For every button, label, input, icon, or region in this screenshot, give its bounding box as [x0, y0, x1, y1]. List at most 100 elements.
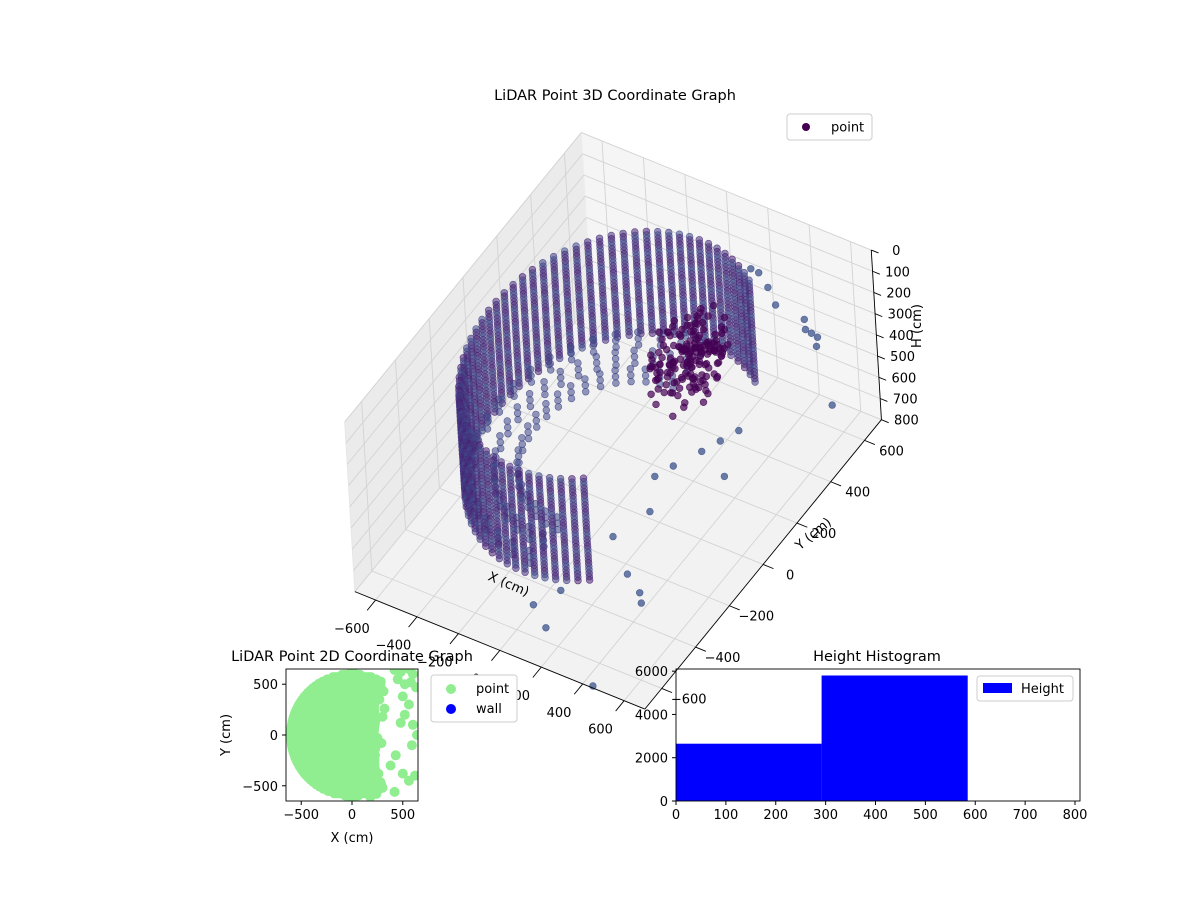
- point-3d: [514, 446, 522, 454]
- point-3d: [542, 412, 551, 421]
- histogram-y-tick-label: 4000: [635, 708, 668, 723]
- grid-h-back: [581, 132, 872, 251]
- point-3d: [611, 348, 619, 357]
- h-tick-label-3d: 400: [889, 329, 914, 344]
- point-3d: [692, 356, 700, 365]
- point-3d: [521, 568, 529, 576]
- point-3d: [812, 342, 821, 351]
- point-3d: [556, 374, 565, 382]
- point-3d: [754, 269, 763, 277]
- legend-hist-label: Height: [1021, 682, 1064, 697]
- point-3d: [646, 507, 654, 516]
- point-3d: [717, 323, 726, 331]
- legend-hist: Height: [976, 675, 1074, 702]
- point-3d: [735, 426, 743, 435]
- point-2d: [390, 750, 401, 761]
- point-3d: [715, 344, 724, 352]
- point-2d: [369, 775, 380, 786]
- point-3d: [546, 353, 554, 361]
- point-3d: [581, 388, 590, 396]
- point-3d: [637, 599, 645, 607]
- point-3d: [609, 532, 617, 541]
- legend-2d-wall-label: wall: [476, 702, 502, 717]
- point-3d: [662, 345, 671, 354]
- point-2d: [399, 709, 410, 720]
- grid-y-floor: [473, 446, 764, 565]
- point-3d: [647, 390, 655, 398]
- point-3d: [631, 359, 639, 367]
- point-3d: [574, 372, 583, 380]
- point-3d: [611, 337, 620, 345]
- grid-h-left: [346, 174, 585, 465]
- point-3d: [828, 401, 836, 409]
- point-3d: [518, 440, 526, 448]
- 3d-axes: −600 −400 −200 0 200 400 600 −600 −400 −200 0 200 40…: [334, 244, 919, 738]
- histogram-bar: [676, 743, 822, 801]
- point-3d: [626, 365, 635, 373]
- point-3d: [701, 361, 709, 369]
- point-3d: [488, 548, 496, 557]
- point-3d: [496, 438, 504, 446]
- y-tick-label-3d: 0: [786, 568, 794, 583]
- point-3d: [654, 385, 662, 393]
- point-3d: [592, 352, 600, 361]
- point-3d: [567, 349, 575, 358]
- grid-h-back: [582, 153, 873, 272]
- point-3d: [611, 373, 620, 381]
- point-3d: [720, 472, 729, 481]
- x-axis-label-2d: X (cm): [331, 831, 374, 846]
- point-3d: [630, 346, 638, 355]
- point-3d: [542, 400, 550, 408]
- point-3d: [601, 336, 610, 344]
- point-3d: [634, 334, 642, 343]
- point-3d: [704, 312, 712, 320]
- point-3d: [553, 390, 562, 398]
- legend-hist-frame: [976, 675, 1074, 702]
- point-3d: [527, 372, 535, 380]
- h-tick-label-3d: 0: [892, 244, 900, 259]
- x-tick-label-2d: 0: [348, 808, 356, 823]
- point-3d: [482, 542, 490, 550]
- h-tick-3d: [874, 313, 883, 318]
- point-3d: [696, 377, 705, 386]
- point-2d: [377, 782, 388, 793]
- point-3d: [651, 472, 659, 481]
- point-3d: [677, 373, 686, 382]
- point-3d: [625, 331, 633, 339]
- point-2d: [410, 770, 418, 781]
- point-3d: [704, 389, 712, 398]
- point-3d: [634, 328, 642, 336]
- point-2d: [397, 768, 408, 779]
- point-3d: [504, 430, 512, 438]
- grid-y-floor: [540, 363, 831, 483]
- point-3d: [534, 367, 543, 376]
- point-3d: [532, 410, 540, 419]
- legend-hist-swatch: [983, 683, 1012, 693]
- point-3d: [596, 382, 605, 391]
- point-3d: [581, 375, 589, 383]
- h-tick-3d: [873, 292, 882, 296]
- point-3d: [710, 370, 718, 378]
- point-3d: [646, 365, 654, 373]
- point-3d: [655, 328, 663, 336]
- point-3d: [506, 390, 515, 399]
- point-3d: [589, 335, 597, 344]
- point-3d: [679, 361, 688, 369]
- point-3d: [694, 314, 702, 323]
- grid-h-left: [344, 132, 582, 423]
- point-2d: [406, 740, 417, 751]
- point-2d: [355, 669, 365, 680]
- x-tick-label-3d: 600: [588, 723, 613, 738]
- legend-3d-frame: [786, 113, 873, 141]
- point-3d: [524, 428, 532, 436]
- point-3d: [556, 367, 564, 376]
- x-tick-3d: [532, 666, 542, 678]
- point-3d: [532, 423, 541, 431]
- point-3d: [526, 402, 535, 411]
- lidar-3d-title: LiDAR Point 3D Coordinate Graph: [494, 88, 736, 104]
- histogram-x-tick-label: 600: [963, 808, 988, 823]
- point-3d: [596, 370, 604, 378]
- point-3d: [683, 321, 692, 329]
- point-3d: [658, 335, 666, 343]
- point-3d: [720, 313, 729, 322]
